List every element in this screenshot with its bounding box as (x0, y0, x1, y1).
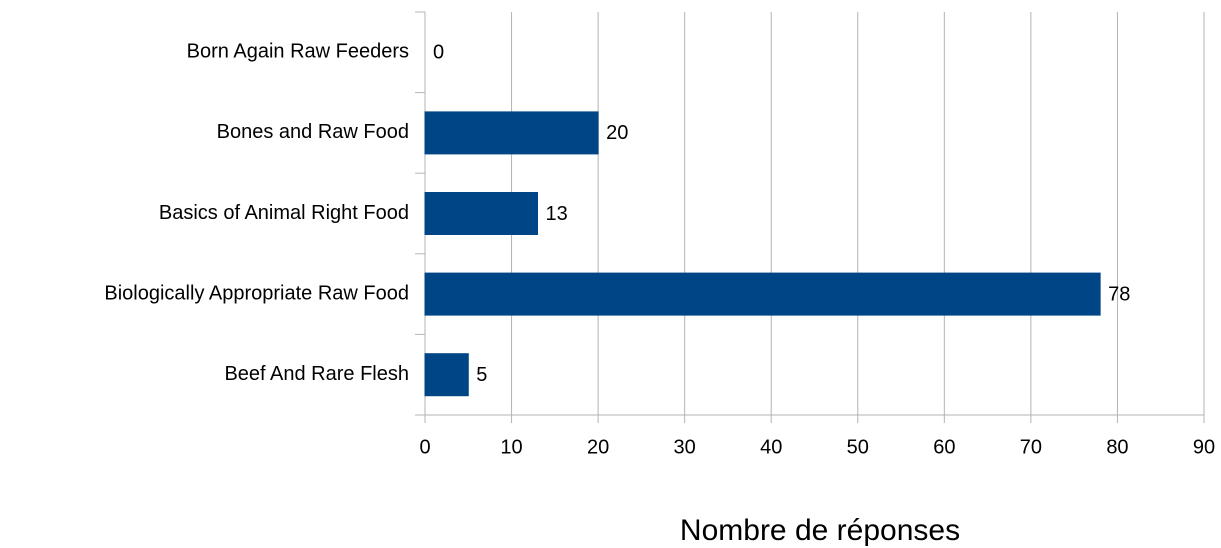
x-tick-label: 0 (419, 436, 430, 458)
bar (424, 272, 1101, 316)
data-label: 0 (433, 42, 444, 64)
x-tick-label: 20 (587, 436, 609, 458)
bar (424, 111, 599, 155)
y-tick-label: Beef And Rare Flesh (224, 363, 409, 385)
x-tick-label: 90 (1193, 436, 1215, 458)
x-tick-label: 60 (933, 436, 955, 458)
data-label: 78 (1108, 283, 1130, 305)
bar (424, 353, 469, 397)
y-tick-label: Born Again Raw Feeders (187, 41, 409, 63)
x-tick-label: 80 (1106, 436, 1128, 458)
x-tick-label: 30 (674, 436, 696, 458)
x-tick-label: 50 (847, 436, 869, 458)
x-tick-label: 40 (760, 436, 782, 458)
data-label: 20 (606, 122, 628, 144)
y-tick-label: Biologically Appropriate Raw Food (104, 282, 409, 304)
x-axis-label: Nombre de réponses (680, 514, 960, 547)
data-label: 5 (476, 364, 487, 386)
x-tick-label: 10 (500, 436, 522, 458)
bar (424, 192, 539, 235)
data-label: 13 (546, 203, 568, 225)
y-tick-label: Basics of Animal Right Food (159, 202, 409, 224)
x-tick-label: 70 (1020, 436, 1042, 458)
y-tick-label: Bones and Raw Food (217, 121, 409, 143)
